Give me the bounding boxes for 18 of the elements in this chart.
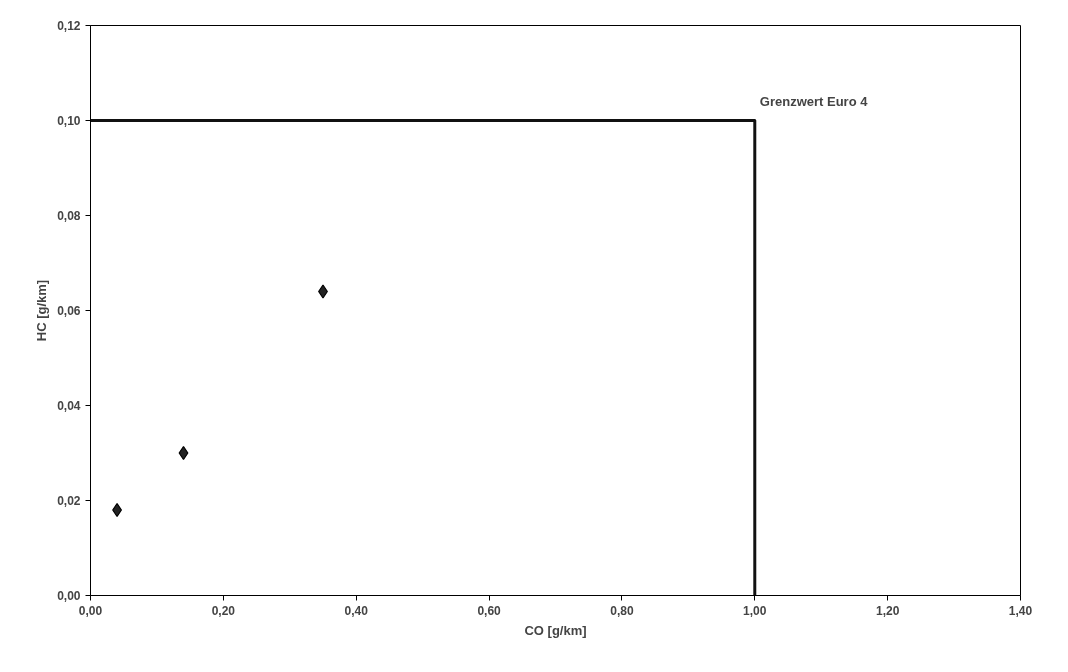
- x-tick-label: 0,00: [78, 603, 103, 618]
- x-tick-label: 0,40: [344, 603, 369, 618]
- y-tick-label: 0,08: [57, 209, 81, 223]
- y-tick-label: 0,12: [57, 19, 81, 33]
- x-tick-label: 0,60: [477, 603, 502, 618]
- x-axis-title: CO [g/km]: [524, 622, 587, 638]
- y-tick-label: 0,06: [57, 304, 81, 318]
- x-tick-label: 1,00: [743, 603, 767, 618]
- x-tick-label: 1,40: [1008, 603, 1033, 618]
- x-tick-label: 0,20: [211, 603, 236, 618]
- y-axis-title: HC [g/km]: [34, 279, 50, 342]
- y-tick-label: 0,04: [57, 399, 81, 413]
- x-tick-label: 0,80: [610, 603, 634, 618]
- x-tick-label: 1,20: [875, 603, 900, 618]
- annotation: Grenzwert Euro 4: [759, 93, 869, 109]
- y-tick-label: 0,02: [57, 494, 81, 508]
- y-tick-label: 0,10: [57, 114, 81, 128]
- y-tick-label: 0,00: [57, 589, 81, 603]
